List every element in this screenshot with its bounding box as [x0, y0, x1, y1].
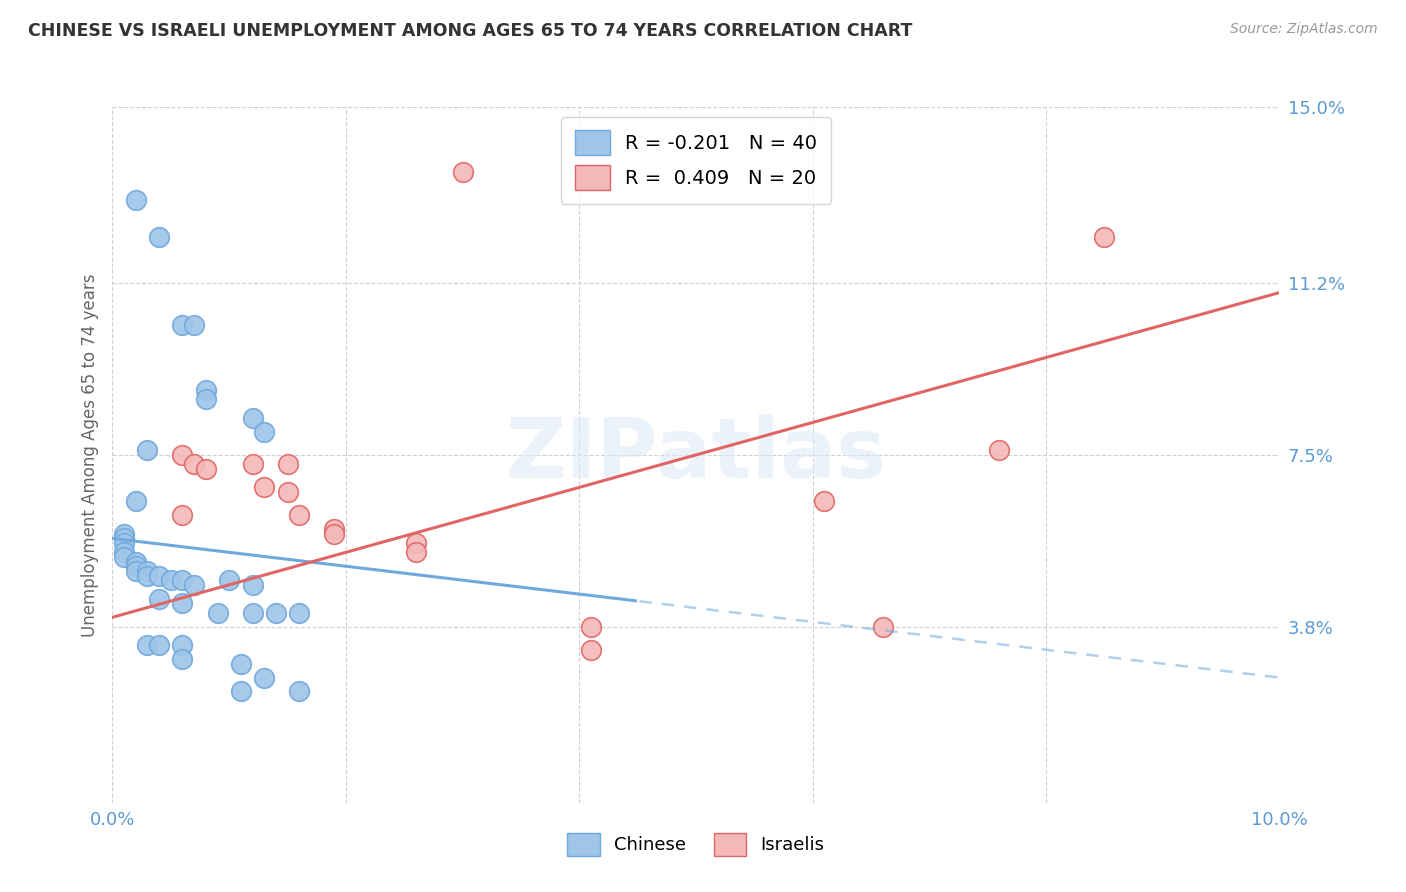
Point [253, 480, 276, 494]
Point [136, 568, 159, 582]
Point [125, 559, 148, 574]
Point [125, 564, 148, 578]
Point [125, 193, 148, 207]
Point [172, 638, 194, 652]
Point [207, 606, 229, 620]
Point [172, 596, 194, 610]
Point [276, 485, 298, 500]
Point [183, 457, 205, 471]
Point [229, 657, 252, 671]
Point [1092, 230, 1115, 244]
Point [112, 549, 135, 564]
Legend: Chinese, Israelis: Chinese, Israelis [560, 826, 832, 863]
Text: CHINESE VS ISRAELI UNEMPLOYMENT AMONG AGES 65 TO 74 YEARS CORRELATION CHART: CHINESE VS ISRAELI UNEMPLOYMENT AMONG AG… [28, 22, 912, 40]
Point [194, 383, 217, 397]
Point [112, 536, 135, 550]
Point [229, 684, 252, 698]
Point [136, 564, 159, 578]
Point [288, 684, 311, 698]
Point [172, 508, 194, 523]
Point [242, 606, 264, 620]
Point [264, 606, 287, 620]
Point [136, 443, 159, 458]
Point [276, 457, 298, 471]
Point [813, 494, 835, 508]
Point [112, 526, 135, 541]
Point [288, 508, 311, 523]
Point [323, 522, 346, 536]
Point [288, 606, 311, 620]
Point [323, 526, 346, 541]
Point [253, 425, 276, 439]
Point [183, 318, 205, 332]
Point [872, 619, 894, 633]
Point [172, 318, 194, 332]
Point [451, 165, 474, 179]
Point [194, 392, 217, 407]
Point [160, 573, 183, 587]
Point [242, 410, 264, 425]
Point [172, 573, 194, 587]
Point [242, 457, 264, 471]
Point [172, 448, 194, 462]
Point [579, 642, 602, 657]
Point [405, 545, 427, 559]
Point [194, 462, 217, 476]
Text: ZIPatlas: ZIPatlas [506, 415, 886, 495]
Point [988, 443, 1011, 458]
Y-axis label: Unemployment Among Ages 65 to 74 years: Unemployment Among Ages 65 to 74 years [80, 273, 98, 637]
Point [183, 578, 205, 592]
Point [148, 591, 170, 606]
Point [218, 573, 240, 587]
Point [579, 619, 602, 633]
Point [112, 545, 135, 559]
Point [148, 638, 170, 652]
Point [172, 652, 194, 666]
Point [112, 532, 135, 546]
Point [136, 638, 159, 652]
Point [242, 578, 264, 592]
Point [125, 555, 148, 569]
Point [253, 671, 276, 685]
Point [148, 230, 170, 244]
Point [125, 494, 148, 508]
Point [405, 536, 427, 550]
Point [148, 568, 170, 582]
Text: Source: ZipAtlas.com: Source: ZipAtlas.com [1230, 22, 1378, 37]
